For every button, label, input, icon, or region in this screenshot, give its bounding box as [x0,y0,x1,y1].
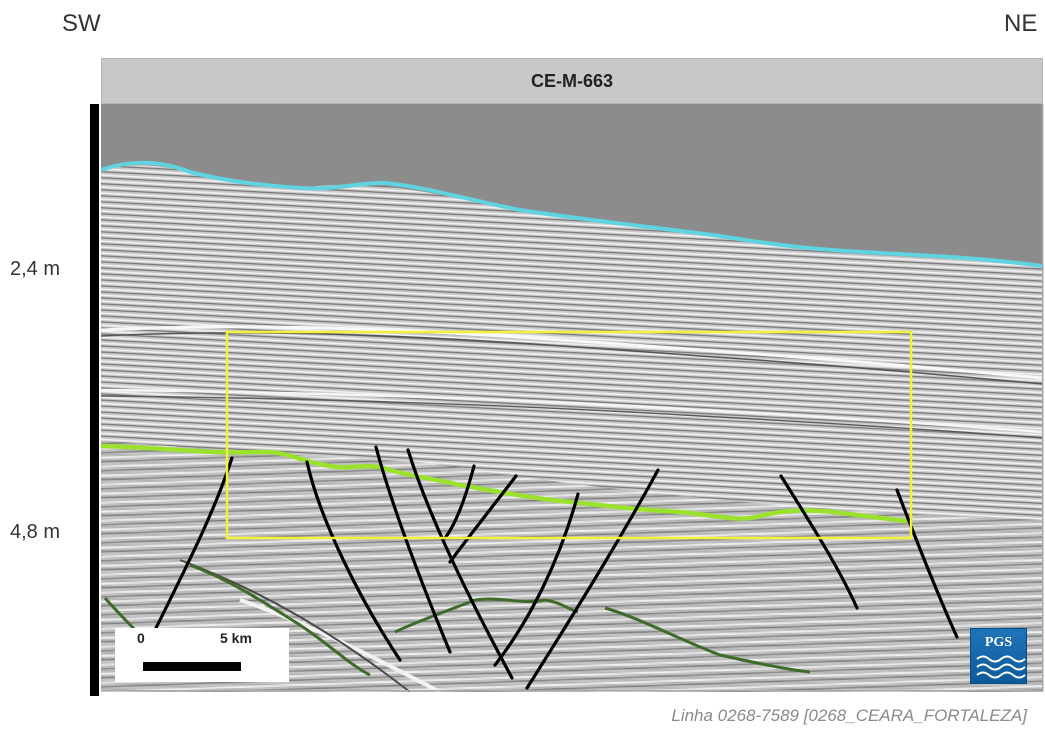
scale-bar-box: 0 5 km [115,628,289,682]
scale-end-label: 5 km [220,630,252,646]
fault [305,460,402,662]
wave-icon [976,655,1026,679]
highlight-box [225,330,913,540]
key-horizon [101,443,913,525]
depth-axis-segment [86,332,90,556]
seafloor-horizon [101,160,1043,268]
pgs-logo: PGS [970,628,1027,684]
line-caption: Linha 0268-7589 [0268_CEARA_FORTALEZA] [671,706,1027,725]
fault [493,492,580,667]
fault [148,456,234,642]
scale-start-label: 0 [137,630,145,646]
reflector [101,395,1043,439]
panel-right-border [1042,104,1044,692]
reflector [101,325,1043,380]
lower-sediment-fill [101,440,1043,692]
reflector [101,388,1043,434]
fault [448,474,518,564]
depth-label-upper: 2,4 m [10,258,61,280]
deep-horizon [189,563,371,677]
fault [779,474,859,610]
deep-horizon [394,597,579,634]
depth-axis-bar [90,104,99,696]
scale-bar [143,662,241,671]
pgs-logo-text: PGS [984,635,1013,650]
fault [374,445,452,654]
fault [895,488,959,639]
panel-bottom-border [101,690,1043,692]
fault [443,464,476,540]
depth-label-lower: 4,8 m [10,521,61,543]
direction-ne-label: NE [1004,10,1038,37]
direction-sw-label: SW [62,10,101,37]
section-title-bar: CE-M-663 [101,58,1043,104]
deep-horizon [604,606,811,674]
fault [525,468,660,690]
fault-lines [148,445,959,690]
section-title: CE-M-663 [530,70,614,91]
